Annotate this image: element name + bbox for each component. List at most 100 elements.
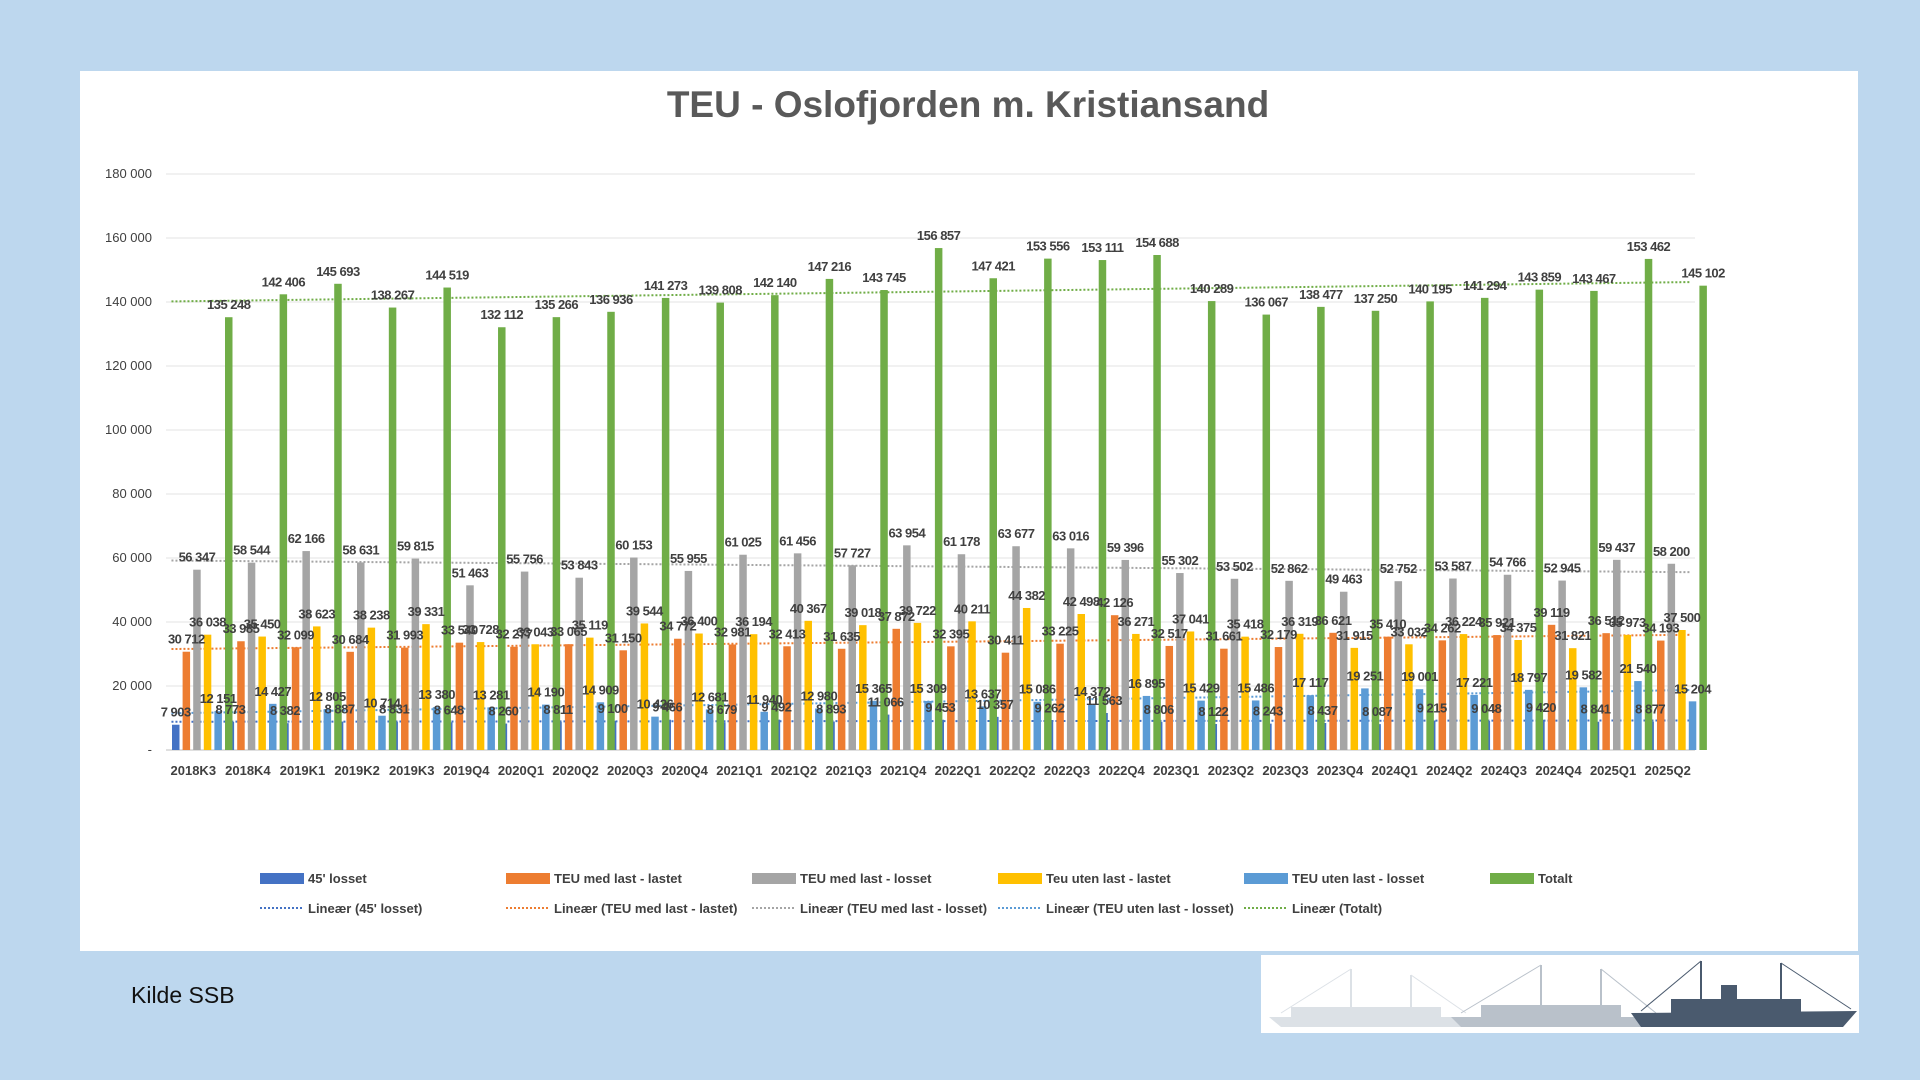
bar	[815, 708, 823, 750]
bar	[531, 644, 539, 750]
data-label: 132 112	[480, 307, 523, 322]
bar	[1470, 694, 1478, 750]
ship-silhouette-medium	[1451, 964, 1661, 1027]
data-label: 10 426	[637, 697, 674, 712]
bar	[1590, 290, 1598, 750]
legend-label: Teu uten last - lastet	[1046, 871, 1171, 886]
data-label: 15 365	[855, 681, 892, 696]
data-label: 33 540	[441, 623, 478, 638]
x-tick-label: 2024Q3	[1481, 763, 1527, 778]
x-tick-label: 2025Q1	[1590, 763, 1636, 778]
legend-label: TEU med last - losset	[800, 871, 932, 886]
x-tick-label: 2024Q4	[1535, 763, 1582, 778]
data-label: 8 811	[543, 702, 573, 717]
bar	[1667, 563, 1676, 750]
data-label: 57 727	[834, 545, 871, 560]
data-label: 36 038	[189, 615, 226, 630]
bar	[804, 620, 812, 750]
bar	[869, 700, 878, 750]
y-axis: - 20 000 40 000 60 000 80 000 100 000 120 000 1…	[105, 166, 152, 757]
data-label: 17 117	[1292, 675, 1328, 690]
x-tick-label: 2023Q2	[1208, 763, 1254, 778]
trendline	[171, 559, 1690, 574]
bar	[1350, 647, 1359, 750]
data-label: 32 099	[277, 627, 314, 642]
data-label: 9 466	[652, 700, 682, 715]
x-tick-label: 2023Q1	[1153, 763, 1199, 778]
data-label: 141 294	[1463, 278, 1508, 293]
data-label: 38 623	[298, 606, 335, 621]
legend-label: TEU med last - lastet	[554, 871, 683, 886]
data-label: 31 635	[823, 629, 860, 644]
bar	[422, 624, 430, 750]
data-label: 55 302	[1161, 553, 1198, 568]
data-label: 35 921	[1479, 615, 1516, 630]
data-label: 33 043	[517, 624, 554, 639]
data-label: 9 215	[1417, 701, 1447, 716]
bar	[357, 562, 365, 750]
bar	[1449, 578, 1457, 750]
data-label: 15 486	[1237, 680, 1274, 695]
bar	[279, 294, 288, 750]
bar	[258, 636, 266, 750]
bar	[619, 650, 627, 750]
bar	[1699, 285, 1707, 750]
bar	[1394, 581, 1403, 750]
data-label: 147 421	[972, 258, 1016, 273]
bar	[378, 715, 386, 750]
x-tick-label: 2021Q1	[716, 763, 762, 778]
bar	[291, 647, 300, 750]
x-tick-label: 2021Q3	[825, 763, 871, 778]
data-label: 32 981	[714, 624, 751, 639]
data-label: 35 418	[1227, 617, 1264, 632]
x-tick-label: 2018K4	[225, 763, 271, 778]
data-label: 14 427	[254, 684, 291, 699]
bar	[957, 554, 966, 750]
bar	[1033, 701, 1042, 750]
gridlines	[166, 173, 1695, 751]
x-tick-label: 2021Q4	[880, 763, 927, 778]
data-label: 135 248	[207, 297, 251, 312]
bar	[1220, 648, 1228, 750]
bar	[1022, 607, 1031, 750]
data-label: 62 166	[288, 531, 325, 546]
legend-trend-label: Lineær (TEU uten last - losset)	[1046, 901, 1234, 916]
data-label: 12 980	[800, 688, 837, 703]
y-tick-label: 20 000	[112, 678, 152, 693]
data-label: 153 111	[1081, 240, 1123, 255]
data-label: 12 681	[691, 689, 728, 704]
bar	[1001, 652, 1010, 750]
x-tick-label: 2022Q2	[989, 763, 1035, 778]
data-label: 61 178	[943, 534, 980, 549]
bar	[1251, 700, 1260, 750]
bar	[728, 644, 737, 750]
x-tick-label: 2020Q1	[498, 763, 544, 778]
bar	[978, 706, 987, 750]
data-label: 36 621	[1315, 613, 1352, 628]
data-label: 32 395	[932, 626, 969, 641]
data-label: 63 016	[1052, 528, 1089, 543]
bar	[695, 633, 703, 750]
bar	[1197, 700, 1205, 750]
data-label: 143 745	[862, 270, 906, 285]
bar	[1493, 635, 1501, 750]
x-tick-label: 2019Q4	[443, 763, 490, 778]
data-label: 154 688	[1135, 235, 1179, 250]
data-label: 8 887	[325, 702, 355, 717]
bar	[739, 554, 747, 750]
data-label: 34 772	[659, 619, 696, 634]
bar	[1230, 578, 1239, 750]
data-label: 142 140	[753, 275, 797, 290]
bar	[1044, 258, 1052, 750]
x-tick-label: 2022Q1	[935, 763, 981, 778]
bar	[947, 646, 955, 750]
data-label: 136 936	[589, 292, 633, 307]
data-label: 56 347	[179, 550, 216, 565]
bar	[1623, 634, 1632, 750]
data-label: 7 903	[161, 705, 191, 720]
bar	[771, 295, 779, 750]
bar	[411, 558, 420, 750]
bar	[1383, 636, 1392, 750]
data-label: 8 893	[816, 702, 846, 717]
bar	[334, 283, 342, 750]
